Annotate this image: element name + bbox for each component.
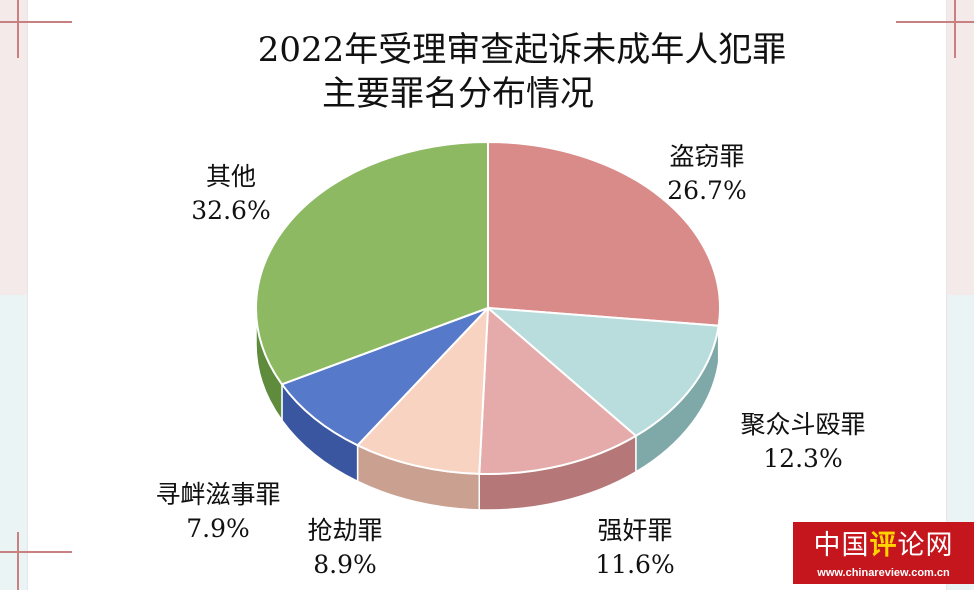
label-provoking-name: 寻衅滋事罪 bbox=[155, 480, 281, 509]
label-robbery-name: 抢劫罪 bbox=[307, 516, 383, 545]
label-robbery-value: 8.9% bbox=[313, 550, 377, 579]
site-logo: 中国评论网 www.chinareview.com.cn bbox=[793, 522, 974, 584]
chart-title-block: 2022年受理审查起诉未成年人犯罪 主要罪名分布情况 bbox=[0, 28, 974, 116]
label-rape-name: 强奸罪 bbox=[597, 516, 673, 545]
label-theft: 盗窃罪 26.7% bbox=[652, 140, 762, 208]
chart-title: 2022年受理审查起诉未成年人犯罪 bbox=[257, 30, 787, 70]
logo-wordmark: 中国评论网 bbox=[813, 530, 954, 561]
label-theft-value: 26.7% bbox=[667, 176, 747, 205]
label-other-name: 其他 bbox=[205, 162, 256, 191]
label-affray: 聚众斗殴罪 12.3% bbox=[718, 408, 888, 476]
label-other-value: 32.6% bbox=[191, 196, 271, 225]
chart-subtitle: 主要罪名分布情况 bbox=[322, 74, 594, 114]
label-affray-name: 聚众斗殴罪 bbox=[740, 410, 866, 439]
label-rape: 强奸罪 11.6% bbox=[575, 514, 695, 582]
pie-slice-theft bbox=[487, 140, 721, 327]
label-provoking-value: 7.9% bbox=[186, 514, 250, 543]
logo-url: www.chinareview.com.cn bbox=[817, 567, 950, 579]
pie-slice-other bbox=[255, 140, 489, 386]
pie-slice-affray bbox=[485, 306, 720, 438]
label-affray-value: 12.3% bbox=[763, 444, 843, 473]
pie-slice-rape bbox=[478, 305, 638, 475]
label-other: 其他 32.6% bbox=[176, 160, 286, 228]
label-provoking: 寻衅滋事罪 7.9% bbox=[130, 478, 306, 546]
label-theft-name: 盗窃罪 bbox=[669, 142, 745, 171]
label-rape-value: 11.6% bbox=[595, 550, 675, 579]
pie-slice-provoking bbox=[280, 307, 489, 447]
pie-slice-robbery bbox=[355, 305, 490, 475]
label-robbery: 抢劫罪 8.9% bbox=[285, 514, 405, 582]
